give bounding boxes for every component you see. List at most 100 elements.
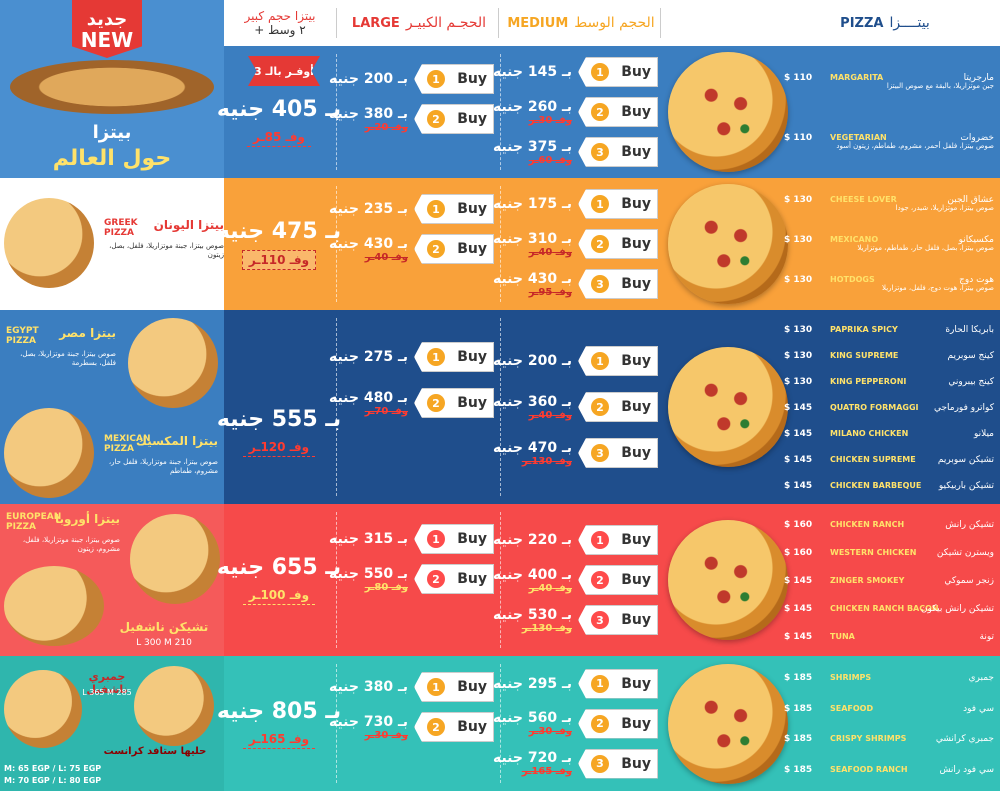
- buy-button[interactable]: 1 Buy: [578, 346, 658, 376]
- mexican-pizza-ar: بيتزا المكسيك: [136, 434, 218, 448]
- pizza-board-image: [10, 60, 214, 114]
- menu-item-ar: ويسترن تشيكن: [936, 547, 994, 558]
- buy-button[interactable]: 1 Buy: [414, 64, 494, 94]
- band-main: بـ 805 جنيه وفـ 165ـر بـ 380 جنيه 1 Buy ب…: [217, 656, 1000, 791]
- buy-button[interactable]: 1 Buy: [414, 672, 494, 702]
- menu-item-name: MEXICANO: [830, 235, 879, 245]
- pizza-menu-list: $ 185 جمبري SHRIMPS $ 185 سي فود SEAFOOD $ 1…: [784, 662, 1000, 785]
- buy-button[interactable]: 1 Buy: [414, 524, 494, 554]
- buy-button[interactable]: 3 Buy: [578, 605, 658, 635]
- band-main: بـ 555 جنيه وفـ 120ـر بـ 275 جنيه 1 Buy ب…: [217, 310, 1000, 504]
- combo-header-line2: + ٢ وسط: [254, 23, 306, 37]
- menu-item-desc: صوص بيتزا، هوت دوج، فلفل، موتزاريلا: [882, 284, 994, 293]
- menu-item-price: $ 110: [784, 133, 813, 144]
- menu-item: $ 130 عشاق الجبن CHEESE LOVER صوص بيتزا، مو…: [784, 195, 1000, 212]
- buy-button[interactable]: 2 Buy: [578, 708, 658, 739]
- menu-item-desc: صوص بيتزا، بصل، فلفل حار، طماطم، موتزاري…: [857, 244, 994, 253]
- price-row: بـ 145 جنيه 1 Buy: [492, 55, 662, 89]
- buy-label: Buy: [457, 71, 487, 87]
- large-column: بـ 235 جنيه 1 Buy بـ 430 جنيه وفـ 40ـر 2 Bu…: [329, 178, 498, 310]
- buy-button[interactable]: 2 Buy: [578, 565, 658, 595]
- buy-button[interactable]: 2 Buy: [414, 234, 494, 264]
- buy-button[interactable]: 2 Buy: [414, 564, 494, 594]
- save-text: وفـ 20ـر: [364, 121, 408, 133]
- medium-column: بـ 200 جنيه 1 Buy بـ 360 جنيه وفـ 40ـر 2 Bu…: [492, 310, 662, 504]
- pizza-image: [668, 663, 788, 784]
- greek-pizza-en: GREEK PIZZA: [104, 218, 138, 238]
- buy-button[interactable]: 3 Buy: [578, 438, 658, 468]
- new-badge: جديد NEW: [72, 0, 142, 58]
- buy-button[interactable]: 2 Buy: [578, 97, 658, 127]
- buy-button[interactable]: 2 Buy: [414, 104, 494, 134]
- combo-offer: بـ 555 جنيه وفـ 120ـر: [217, 360, 341, 504]
- menu-item-name: SEAFOOD: [830, 703, 874, 713]
- price-row: بـ 200 جنيه 1 Buy: [493, 344, 662, 378]
- menu-item-price: $ 110: [784, 73, 813, 84]
- menu-item-ar: بابريكا الحارة: [945, 324, 994, 335]
- menu-item: $ 185 سي فود SEAFOOD: [784, 703, 1000, 714]
- buy-button[interactable]: 3 Buy: [578, 137, 658, 167]
- buy-label: Buy: [621, 572, 651, 588]
- buy-button[interactable]: 3 Buy: [578, 748, 658, 779]
- medium-column: بـ 175 جنيه 1 Buy بـ 310 جنيه وفـ 40ـر 2 Bu…: [492, 178, 662, 310]
- combo-save: وفـ 100ـر: [242, 586, 316, 605]
- buy-label: Buy: [621, 715, 651, 732]
- price-row: بـ 380 جنيه وفـ 20ـر 2 Buy: [329, 102, 498, 136]
- band-red: بيتزا أوروبا EUROPEAN PIZZA صوص بيتزا، ج…: [0, 504, 1000, 656]
- qty-number: 1: [427, 70, 445, 88]
- medium-column: بـ 220 جنيه 1 Buy بـ 400 جنيه وفـ 40ـر 2 Bu…: [492, 504, 662, 656]
- buy-label: Buy: [457, 395, 487, 411]
- menu-item-name: CHICKEN SUPREME: [830, 454, 916, 464]
- price-text: بـ 470 جنيه وفـ 130ـر: [492, 439, 572, 467]
- menu-item-name: CHEESE LOVER: [830, 195, 897, 205]
- price-row: بـ 730 جنيه وفـ 30ـر 2 Buy: [329, 710, 498, 744]
- buy-button[interactable]: 1 Buy: [414, 194, 494, 224]
- stuffed-crust-image: [4, 670, 82, 748]
- menu-item-price: $ 130: [784, 324, 813, 335]
- qty-number: 1: [591, 674, 609, 693]
- menu-item-ar: خضروات: [960, 133, 994, 144]
- price-text: بـ 175 جنيه: [492, 196, 572, 212]
- pizza-image: [668, 52, 788, 172]
- buy-button[interactable]: 2 Buy: [578, 392, 658, 422]
- price-text: بـ 145 جنيه: [492, 64, 572, 80]
- price-text: بـ 315 جنيه: [328, 531, 408, 547]
- band-main: بـ 475 جنيه وفـ 110ـر بـ 235 جنيه 1 Buy ب…: [217, 178, 1000, 310]
- new-badge-ar: جديد: [86, 8, 128, 30]
- qty-number: 2: [591, 571, 609, 589]
- menu-item-price: $ 145: [784, 631, 813, 642]
- price-row: بـ 480 جنيه وفـ 70ـر 2 Buy: [329, 386, 498, 420]
- menu-item-ar: زنجر سموكي: [944, 575, 994, 586]
- buy-button[interactable]: 1 Buy: [578, 57, 658, 87]
- buy-button[interactable]: 1 Buy: [578, 189, 658, 219]
- buy-button[interactable]: 1 Buy: [414, 342, 494, 372]
- menu-item-price: $ 130: [784, 195, 813, 206]
- menu-item: $ 160 تشيكن رانش CHICKEN RANCH: [784, 520, 1000, 530]
- buy-button[interactable]: 2 Buy: [414, 388, 494, 418]
- buy-button[interactable]: 1 Buy: [578, 668, 658, 699]
- left-promo: جديد NEW بيتزا حول العالم: [0, 0, 224, 178]
- european-pizza-image: [130, 514, 220, 604]
- buy-button[interactable]: 2 Buy: [414, 712, 494, 742]
- menu-item-name: MARGARITA: [830, 73, 884, 83]
- left-promo: بيتزا اليونان GREEK PIZZA صوص بيتزا، جبن…: [0, 178, 224, 310]
- pizza-menu-list: $ 130 عشاق الجبن CHEESE LOVER صوص بيتزا، مو…: [784, 184, 1000, 304]
- combo-save: وفـ 110ـر: [241, 249, 317, 270]
- qty-number: 2: [427, 570, 445, 588]
- menu-item: $ 130 كينج بيبروني KING PEPPERONI: [784, 377, 1000, 387]
- qty-number: 2: [427, 718, 445, 736]
- menu-item-ar: جمبري كرانشي: [935, 734, 994, 745]
- menu-item: $ 185 جمبري SHRIMPS: [784, 673, 1000, 683]
- price-row: بـ 530 جنيه وفـ 130ـر 3 Buy: [492, 603, 662, 637]
- price-text: بـ 550 جنيه وفـ 80ـر: [328, 565, 408, 593]
- price-text: بـ 530 جنيه وفـ 130ـر: [492, 606, 572, 634]
- menu-item-price: $ 185: [784, 703, 813, 714]
- pizza-menu-list: $ 110 مارجريتا MARGARITA جبن موتزاريلا، بال…: [784, 52, 1000, 172]
- price-text: بـ 375 جنيه وفـ 60ـر: [492, 138, 572, 166]
- qty-number: 1: [591, 63, 609, 81]
- buy-button[interactable]: 3 Buy: [578, 269, 658, 299]
- large-column: بـ 315 جنيه 1 Buy بـ 550 جنيه وفـ 80ـر 2 Bu…: [328, 504, 498, 656]
- pizza-image: [668, 184, 788, 304]
- buy-button[interactable]: 2 Buy: [578, 229, 658, 259]
- buy-button[interactable]: 1 Buy: [578, 525, 658, 555]
